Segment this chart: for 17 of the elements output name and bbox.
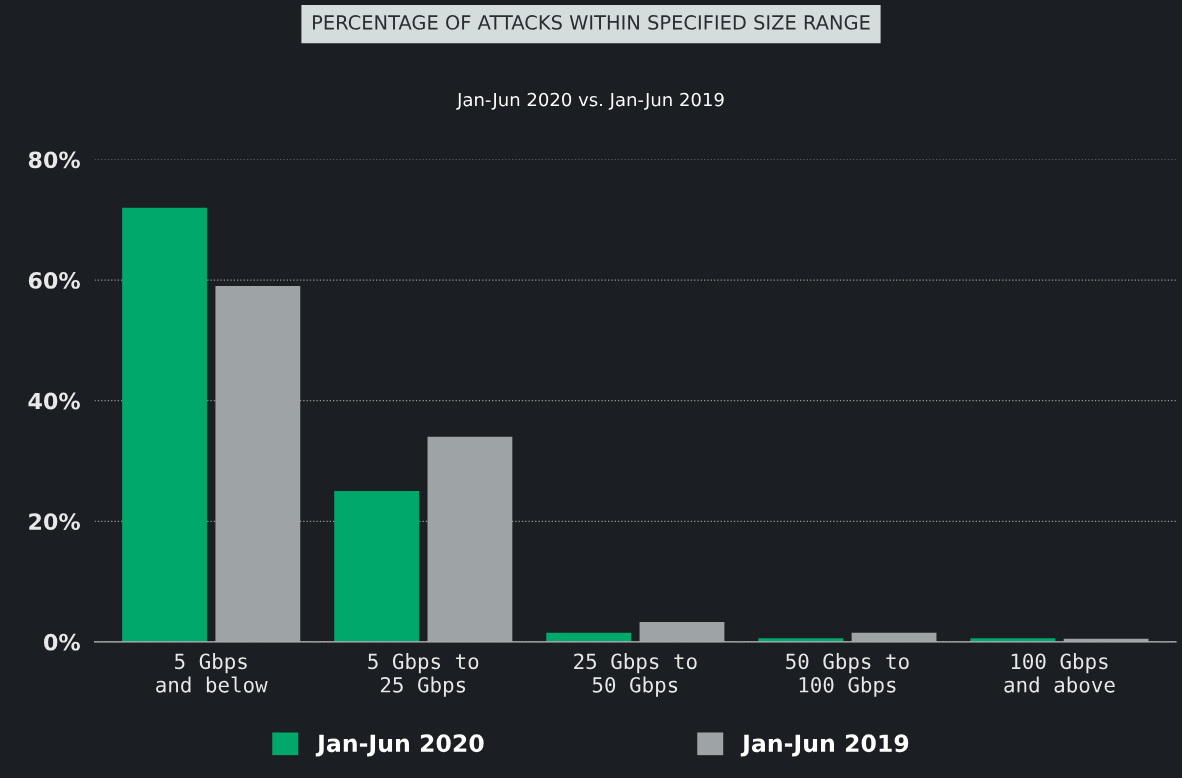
y-tick-label: 80% (28, 151, 80, 169)
chart-subtitle: Jan-Jun 2020 vs. Jan-Jun 2019 (456, 92, 724, 110)
legend-label: Jan-Jun 2020 (315, 734, 484, 757)
y-tick-label: 20% (29, 513, 80, 531)
bar (122, 207, 207, 642)
x-tick-label: 50 Gbps to 100 Gbps (786, 653, 909, 697)
y-tick-label: 40% (28, 392, 80, 410)
x-tick-label: 5 Gbps to 25 Gbps (368, 653, 479, 697)
x-tick-label: 5 Gbps and below (156, 653, 268, 693)
bar (334, 491, 420, 642)
x-tick-label: 100 Gbps and above (1004, 653, 1115, 693)
chart-title: PERCENTAGE OF ATTACKS WITHIN SPECIFIED SIZE RANGE (313, 15, 870, 30)
bar (639, 621, 725, 642)
legend-label: Jan-Jun 2019 (740, 734, 909, 757)
y-tick-label: 60% (28, 272, 80, 289)
x-tick-label: 25 Gbps to 50 Gbps (574, 653, 697, 697)
y-tick-label: 0% (44, 633, 80, 651)
